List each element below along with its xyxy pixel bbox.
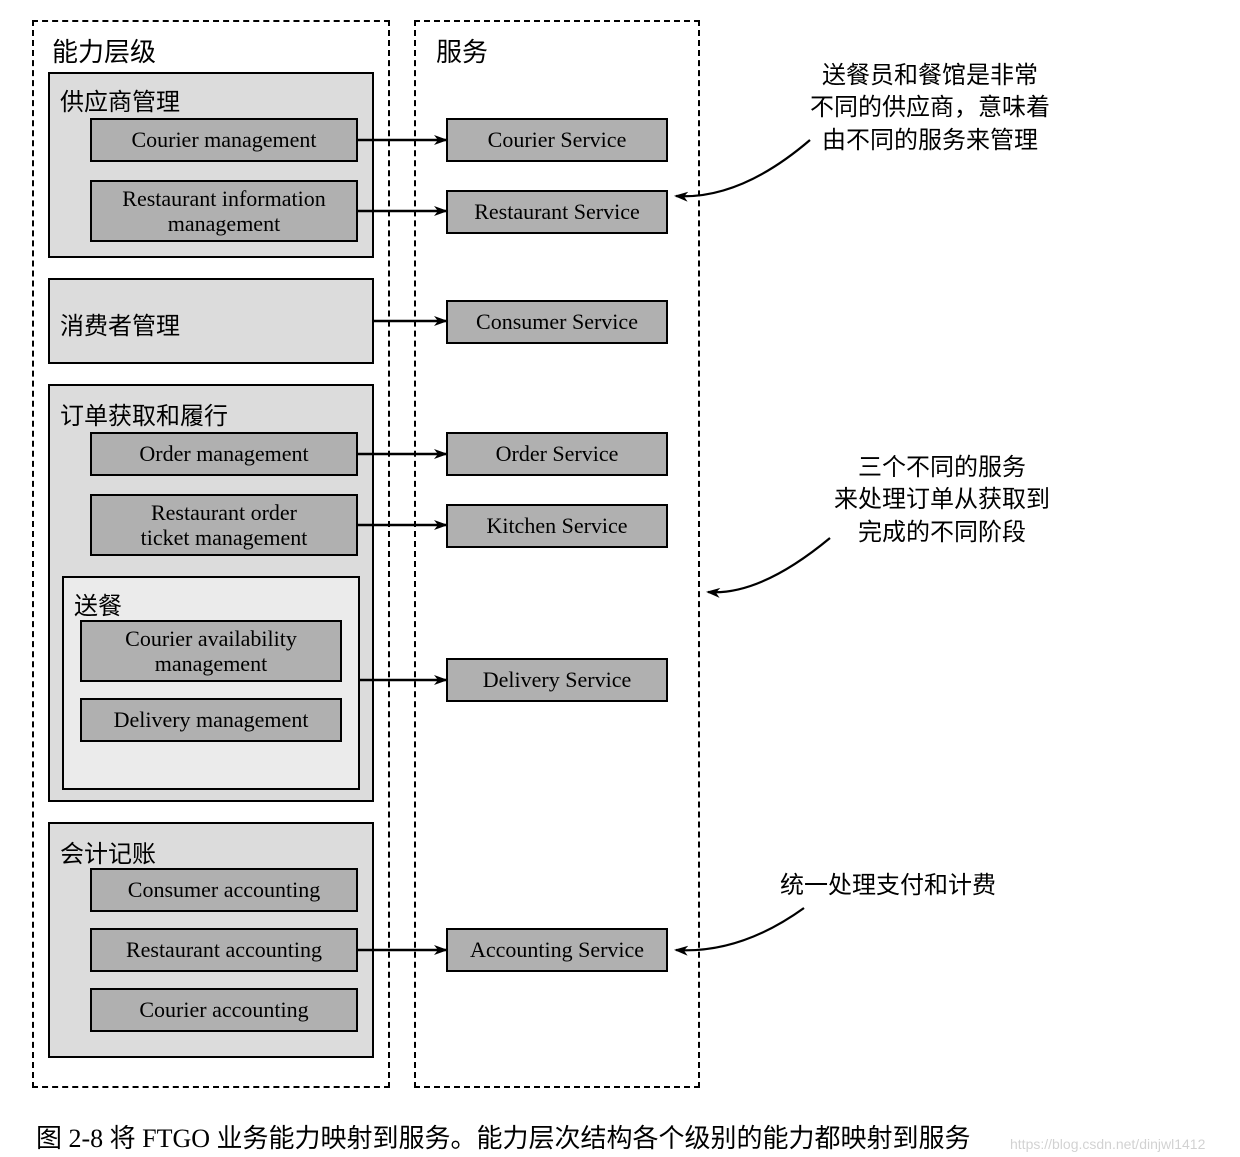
annotation-curve-anno-order xyxy=(708,538,830,592)
group-order-title: 订单获取和履行 xyxy=(60,396,228,431)
svc-restaurant: Restaurant Service xyxy=(446,190,668,234)
capability-column-title: 能力层级 xyxy=(52,32,156,69)
diagram-stage: 能力层级 服务 供应商管理 Courier management Restaur… xyxy=(0,0,1240,1157)
annotation-order: 三个不同的服务来处理订单从获取到完成的不同阶段 xyxy=(834,452,1050,549)
cap-cons-acct: Consumer accounting xyxy=(90,868,358,912)
service-column-title: 服务 xyxy=(436,32,488,69)
cap-courier-avail: Courier availabilitymanagement xyxy=(80,620,342,682)
cap-courier-mgmt: Courier management xyxy=(90,118,358,162)
group-consumer-title: 消费者管理 xyxy=(60,306,180,341)
cap-order-mgmt-label: Order management xyxy=(139,441,308,466)
subgroup-delivery-title: 送餐 xyxy=(74,586,122,621)
svc-delivery-label: Delivery Service xyxy=(483,667,631,692)
svc-consumer-label: Consumer Service xyxy=(476,309,638,334)
svc-order: Order Service xyxy=(446,432,668,476)
watermark: https://blog.csdn.net/dinjwl1412 xyxy=(1010,1136,1205,1152)
svc-delivery: Delivery Service xyxy=(446,658,668,702)
svc-consumer: Consumer Service xyxy=(446,300,668,344)
svc-restaurant-label: Restaurant Service xyxy=(474,199,640,224)
cap-courier-avail-label: Courier availabilitymanagement xyxy=(125,626,297,677)
cap-courier-mgmt-label: Courier management xyxy=(131,127,316,152)
cap-rest-acct-label: Restaurant accounting xyxy=(126,937,322,962)
svc-accounting: Accounting Service xyxy=(446,928,668,972)
annotation-supplier: 送餐员和餐馆是非常不同的供应商，意味着由不同的服务来管理 xyxy=(810,60,1050,157)
cap-rest-info-mgmt: Restaurant informationmanagement xyxy=(90,180,358,242)
annotation-accounting: 统一处理支付和计费 xyxy=(780,870,996,902)
cap-rest-info-mgmt-label: Restaurant informationmanagement xyxy=(122,186,325,237)
cap-rest-order-mgmt-label: Restaurant orderticket management xyxy=(141,500,308,551)
svc-order-label: Order Service xyxy=(496,441,619,466)
cap-rest-order-mgmt: Restaurant orderticket management xyxy=(90,494,358,556)
cap-cons-acct-label: Consumer accounting xyxy=(128,877,320,902)
cap-order-mgmt: Order management xyxy=(90,432,358,476)
cap-delivery-mgmt-label: Delivery management xyxy=(114,707,309,732)
cap-delivery-mgmt: Delivery management xyxy=(80,698,342,742)
cap-cour-acct: Courier accounting xyxy=(90,988,358,1032)
svc-kitchen: Kitchen Service xyxy=(446,504,668,548)
svc-accounting-label: Accounting Service xyxy=(470,937,644,962)
cap-cour-acct-label: Courier accounting xyxy=(139,997,308,1022)
svc-courier: Courier Service xyxy=(446,118,668,162)
svc-kitchen-label: Kitchen Service xyxy=(486,513,627,538)
svc-courier-label: Courier Service xyxy=(488,127,627,152)
figure-caption: 图 2-8 将 FTGO 业务能力映射到服务。能力层次结构各个级别的能力都映射到… xyxy=(36,1118,971,1155)
cap-rest-acct: Restaurant accounting xyxy=(90,928,358,972)
group-accounting-title: 会计记账 xyxy=(60,834,156,869)
group-supplier-title: 供应商管理 xyxy=(60,82,180,117)
